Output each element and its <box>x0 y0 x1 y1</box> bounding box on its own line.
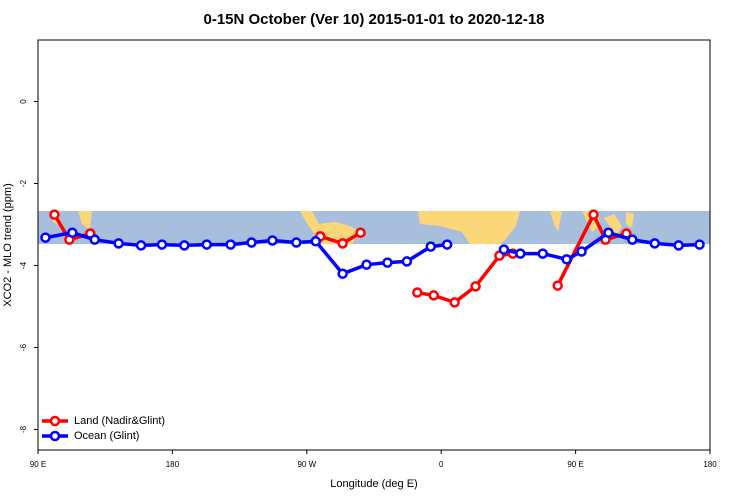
point <box>428 290 439 301</box>
point <box>576 246 587 257</box>
x-tick-label: 90 E <box>567 460 583 469</box>
y-tick-label: -6 <box>19 343 28 351</box>
point <box>49 209 60 220</box>
point <box>179 240 190 251</box>
point <box>470 281 481 292</box>
point <box>310 236 322 247</box>
point <box>694 239 705 250</box>
point <box>361 259 372 270</box>
point <box>40 232 51 243</box>
point <box>89 234 100 245</box>
point <box>401 256 413 267</box>
x-tick-label: 0 <box>439 460 444 469</box>
x-tick-label: 180 <box>166 460 180 469</box>
point <box>449 297 460 308</box>
point <box>67 227 78 238</box>
y-tick-label: -2 <box>19 179 28 187</box>
point <box>291 237 302 248</box>
point <box>337 268 348 279</box>
point <box>113 238 124 249</box>
point <box>498 244 510 255</box>
point <box>441 239 453 250</box>
point <box>603 227 614 238</box>
point <box>412 287 423 298</box>
point <box>337 238 348 249</box>
x-tick-label: 90 W <box>297 460 316 469</box>
x-tick-label: 90 E <box>30 460 46 469</box>
plot-frame <box>37 39 711 451</box>
point <box>225 239 236 250</box>
y-axis-label: XCO2 - MLO trend (ppm) <box>2 183 14 306</box>
y-tick-label: -4 <box>19 261 28 269</box>
x-axis-label: Longitude (deg E) <box>330 478 417 490</box>
point <box>425 241 436 252</box>
point <box>649 238 660 249</box>
x-tick-label: 180 <box>703 460 717 469</box>
point <box>355 227 366 238</box>
point <box>201 239 212 250</box>
legend-label: Land (Nadir&Glint) <box>74 415 165 427</box>
point <box>246 237 257 248</box>
legend-marker <box>49 430 61 442</box>
point <box>267 235 278 246</box>
point <box>515 248 526 259</box>
point <box>561 254 572 265</box>
chart-title: 0-15N October (Ver 10) 2015-01-01 to 202… <box>203 11 544 28</box>
y-tick-label: 0 <box>19 99 28 104</box>
legend-marker <box>49 415 61 427</box>
legend-label: Ocean (Glint) <box>74 430 139 442</box>
point <box>627 234 638 245</box>
y-tick-label: -8 <box>19 425 28 433</box>
point <box>382 257 393 268</box>
point <box>673 240 684 251</box>
point <box>552 280 563 291</box>
point <box>156 239 168 250</box>
point <box>537 248 548 259</box>
point <box>588 209 599 220</box>
point <box>135 240 147 251</box>
